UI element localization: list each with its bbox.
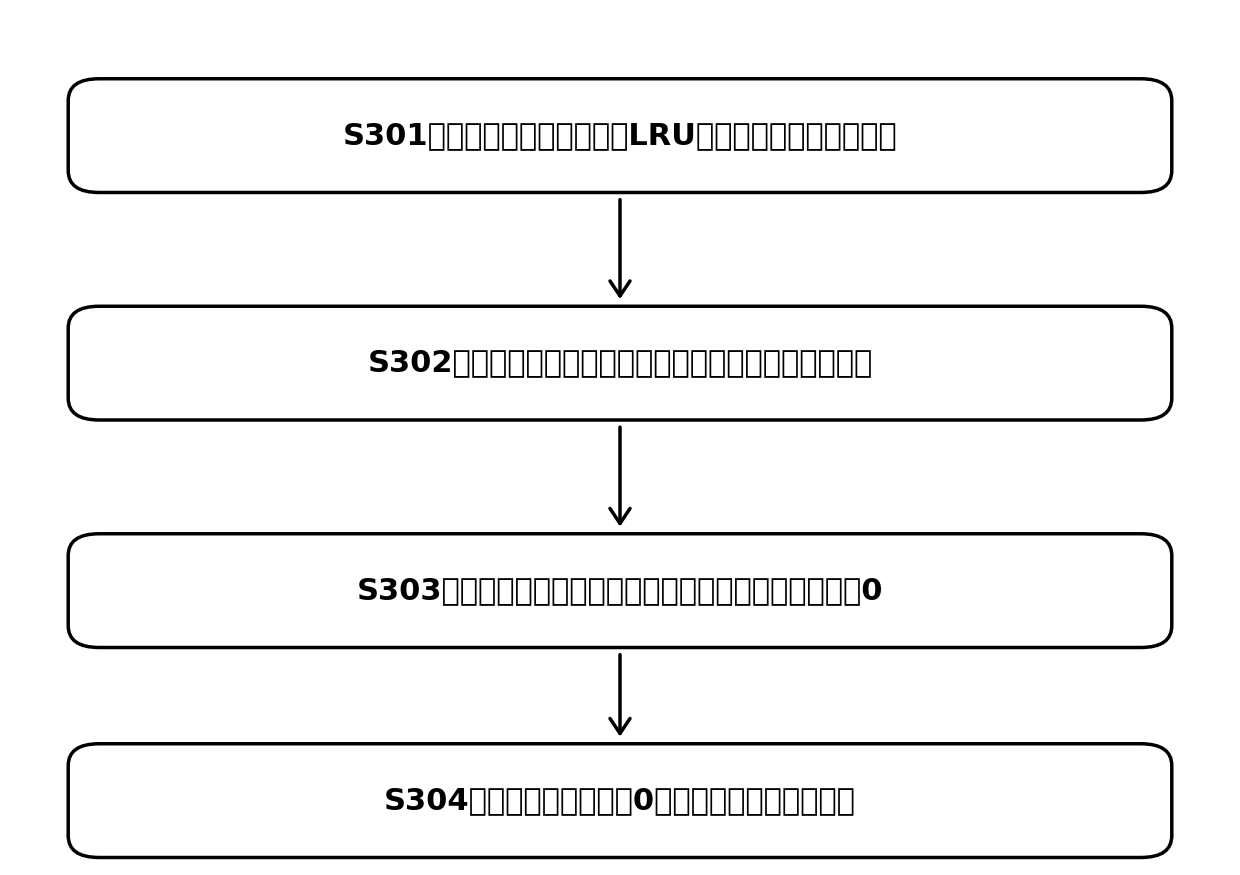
FancyBboxPatch shape: [68, 744, 1172, 858]
Text: S304：在页面引用计数为0的情况下，进行迁移操作: S304：在页面引用计数为0的情况下，进行迁移操作: [384, 786, 856, 816]
Text: S302：将所有指向被迁移页面的页表项替换为特殊页表项: S302：将所有指向被迁移页面的页表项替换为特殊页表项: [367, 348, 873, 378]
Text: S303：确认页面对应的页表项中该页被引用的计数是否为0: S303：确认页面对应的页表项中该页被引用的计数是否为0: [357, 576, 883, 605]
FancyBboxPatch shape: [68, 79, 1172, 192]
FancyBboxPatch shape: [68, 534, 1172, 648]
Text: S301：将被迁移的页面从内核LRU（活动和非活动的）移除: S301：将被迁移的页面从内核LRU（活动和非活动的）移除: [342, 121, 898, 150]
FancyBboxPatch shape: [68, 306, 1172, 420]
